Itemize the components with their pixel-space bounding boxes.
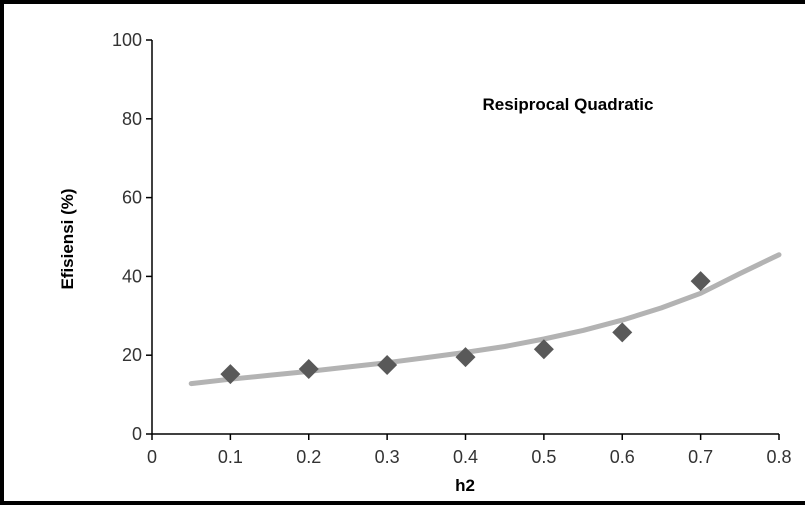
- data-point-marker: [533, 339, 554, 360]
- x-axis-title: h2: [455, 476, 475, 495]
- data-point-marker: [455, 347, 476, 368]
- y-tick-label: 0: [132, 424, 142, 444]
- data-point-marker: [220, 364, 241, 385]
- x-tick-label: 0.5: [531, 447, 556, 467]
- y-tick-label: 100: [112, 30, 142, 50]
- y-axis-title: Efisiensi (%): [58, 188, 77, 289]
- x-tick-label: 0.3: [375, 447, 400, 467]
- data-point-marker: [690, 271, 711, 292]
- data-point-marker: [298, 358, 319, 379]
- y-tick-label: 40: [122, 266, 142, 286]
- x-tick-label: 0.4: [453, 447, 478, 467]
- data-point-marker: [612, 322, 633, 343]
- x-tick-label: 0.7: [688, 447, 713, 467]
- axes: [146, 39, 780, 440]
- x-tick-label: 0: [147, 447, 157, 467]
- tick-labels: 0 20 40 60 80 100 0 0.1 0.2 0.3 0.4 0.5 0.6 0.7 0.8: [112, 30, 792, 467]
- x-tick-label: 0.8: [766, 447, 791, 467]
- y-tick-label: 60: [122, 188, 142, 208]
- x-tick-label: 0.1: [218, 447, 243, 467]
- y-tick-label: 80: [122, 109, 142, 129]
- fit-curve-layer: [188, 252, 782, 387]
- data-points-layer: [220, 271, 711, 385]
- x-tick-label: 0.2: [296, 447, 321, 467]
- fit-curve-line: [188, 252, 782, 387]
- x-tick-label: 0.6: [610, 447, 635, 467]
- data-point-marker: [377, 355, 398, 376]
- chart-title: Resiprocal Quadratic: [482, 95, 653, 114]
- y-tick-label: 20: [122, 345, 142, 365]
